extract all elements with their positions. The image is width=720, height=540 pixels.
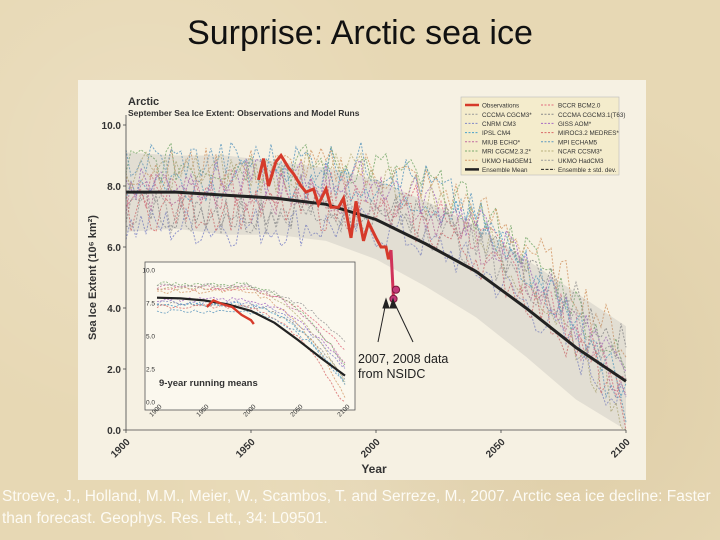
inset-ensemble-mean-line [156, 296, 346, 377]
legend-label: NCAR CCSM3* [558, 149, 603, 156]
inset-model-run-line [157, 288, 346, 398]
x-tick-label: 2050 [484, 437, 508, 461]
ensemble-mean-line [126, 190, 627, 383]
inset-model-runs [156, 281, 346, 403]
y-tick-label: 6.0 [107, 243, 121, 254]
y-axis-label: Sea Ice Extent (10⁶ km²) [87, 215, 99, 340]
x-tick-label: 1900 [109, 437, 133, 461]
legend-label: MRI CGCM2.3.2* [482, 149, 532, 156]
observed-point [391, 285, 401, 294]
chart-title: Arctic [128, 96, 159, 108]
nsidc-annotation: 2007, 2008 data from NSIDC [358, 352, 448, 381]
inset-model-run-line [156, 303, 346, 403]
citation: Stroeve, J., Holland, M.M., Meier, W., S… [2, 488, 711, 527]
y-tick-label: 10.0 [102, 121, 122, 132]
annotation-line: 2007, 2008 data [358, 352, 448, 366]
legend-label: CNRM CM3 [482, 121, 516, 128]
model-run-line [125, 151, 627, 431]
model-run-line [125, 158, 627, 373]
model-run-line [125, 141, 627, 423]
legend-label: Observations [482, 103, 519, 110]
inset-y-tick-label: 10.0 [142, 268, 155, 275]
legend-label: Ensemble ± std. dev. [558, 167, 617, 174]
legend-label: UKMO HadCM3 [558, 158, 604, 165]
inset-model-run-line [156, 281, 346, 366]
figure-panel: 0.0 2.0 4.0 6.0 8.0 10.0 1900 1950 2000 2050 2100 Y… [78, 80, 646, 480]
sea-ice-chart: 0.0 2.0 4.0 6.0 8.0 10.0 1900 1950 2000 2050 2100 Y… [87, 96, 633, 476]
x-axis-label: Year [361, 462, 387, 476]
model-run-line [125, 172, 627, 396]
inset-model-run-line [156, 282, 346, 343]
legend-label: MPI ECHAM5 [558, 139, 598, 146]
annotation-line: from NSIDC [358, 367, 425, 381]
x-tick-label: 1950 [234, 437, 258, 461]
legend-label: CCCMA CGCM3.1(T63) [558, 112, 626, 119]
x-tick-label: 2100 [609, 437, 633, 461]
model-run-line [125, 206, 627, 407]
legend-box [460, 96, 620, 176]
legend-label: IPSL CM4 [482, 130, 511, 137]
inset-y-tick-label: 2.5 [146, 367, 155, 374]
y-tick-label: 8.0 [107, 182, 121, 193]
inset-y-tick-label: 7.5 [146, 301, 155, 308]
inset-model-run-line [156, 300, 346, 369]
observed-points-layer [389, 249, 401, 303]
inset-observations-line [205, 298, 255, 325]
model-run-line [125, 187, 627, 359]
legend-label: BCCR BCM2.0 [558, 103, 601, 110]
inset-label: 9-year running means [159, 378, 258, 389]
slide-title: Surprise: Arctic sea ice [187, 14, 533, 52]
legend: Observations CCCMA CGCM3* CNRM CM3 IPSL CM4… [460, 96, 626, 176]
inset-y-tick-label: 0.0 [146, 400, 155, 407]
annotation-arrows [377, 297, 414, 343]
y-tick-label: 4.0 [107, 304, 121, 315]
legend-label: MIROC3.2 MEDRES* [558, 130, 619, 137]
model-run-line [125, 146, 627, 358]
legend-label: CCCMA CGCM3* [482, 112, 532, 119]
observations-line [257, 152, 393, 260]
y-tick-label: 2.0 [107, 365, 121, 376]
legend-label: UKMO HadGEM1 [482, 158, 533, 165]
legend-label: MIUB ECHO* [482, 139, 521, 146]
legend-label: Ensemble Mean [482, 167, 528, 174]
inset-model-run-line [156, 301, 346, 383]
y-tick-label: 0.0 [107, 426, 121, 437]
chart-subtitle: September Sea Ice Extent: Observations a… [128, 108, 360, 118]
x-tick-label: 2000 [359, 437, 383, 461]
inset-model-run-line [156, 284, 346, 384]
inset-y-tick-label: 5.0 [146, 334, 155, 341]
ensemble-std-band [126, 152, 626, 430]
inset-frame [144, 261, 356, 411]
model-run-line [125, 158, 627, 398]
inset-model-run-line [156, 309, 346, 385]
legend-label: GISS AOM* [558, 121, 592, 128]
